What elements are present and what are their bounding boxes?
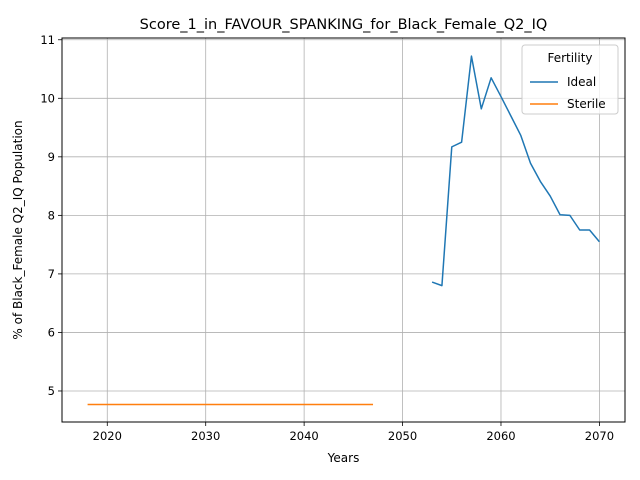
y-tick-label: 7 xyxy=(48,267,55,281)
x-tick-label: 2050 xyxy=(388,429,417,443)
y-tick-label: 10 xyxy=(40,91,55,105)
y-axis-label: % of Black_Female Q2_IQ Population xyxy=(11,120,25,339)
x-tick-label: 2040 xyxy=(289,429,318,443)
y-tick-label: 6 xyxy=(48,325,55,339)
x-tick-label: 2060 xyxy=(486,429,515,443)
legend: Fertility Ideal Sterile xyxy=(521,44,619,115)
y-tick-label: 8 xyxy=(48,208,55,222)
legend-box xyxy=(521,44,619,115)
y-tick-label: 11 xyxy=(40,33,55,47)
y-tick-label: 9 xyxy=(48,150,55,164)
x-tick-label: 2020 xyxy=(93,429,122,443)
x-tick-label: 2030 xyxy=(191,429,220,443)
chart-title: Score_1_in_FAVOUR_SPANKING_for_Black_Fem… xyxy=(140,17,548,33)
x-axis-ticks: 2020 2030 2040 2050 2060 2070 xyxy=(93,422,614,443)
x-axis-label: Years xyxy=(327,451,360,465)
plot-frame xyxy=(61,37,626,423)
x-tick-label: 2070 xyxy=(585,429,614,443)
legend-label-sterile: Sterile xyxy=(567,97,606,111)
legend-label-ideal: Ideal xyxy=(567,75,596,89)
y-axis-ticks: 5 6 7 8 9 10 11 xyxy=(40,33,62,398)
series-line-ideal xyxy=(431,55,600,287)
series-lines xyxy=(87,55,600,406)
legend-title: Fertility xyxy=(547,51,592,65)
y-tick-label: 5 xyxy=(48,384,55,398)
